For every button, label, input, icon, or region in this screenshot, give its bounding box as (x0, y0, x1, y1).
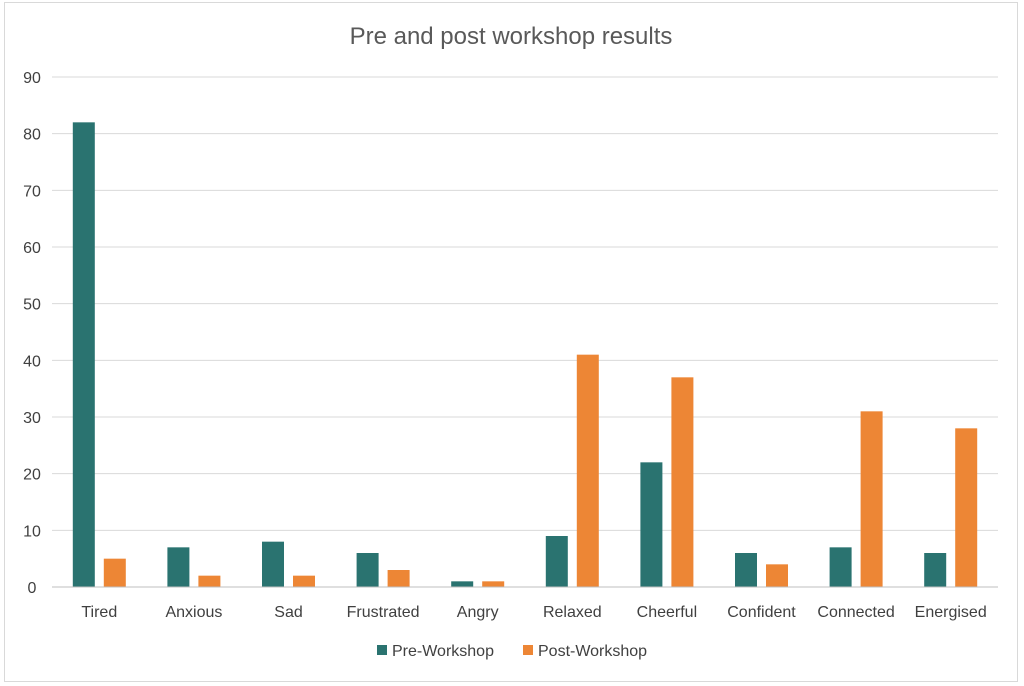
bar-post-confident (766, 564, 788, 587)
bar-pre-cheerful (640, 462, 663, 587)
x-tick-label: Confident (727, 604, 796, 621)
bar-pre-anxious (167, 547, 190, 587)
legend: Pre-Workshop Post-Workshop (377, 643, 647, 660)
x-axis-ticks: Tired Anxious Sad Frustrated Angry Relaxed Che… (52, 586, 998, 621)
x-tick-label: Relaxed (543, 604, 602, 621)
bars (72, 122, 978, 587)
bar-post-frustrated (387, 570, 410, 587)
y-tick-label: 0 (28, 580, 37, 597)
chart-title: Pre and post workshop results (350, 23, 673, 50)
bar-pre-tired (72, 122, 95, 587)
legend-swatch (523, 645, 533, 655)
x-tick-label: Tired (81, 604, 117, 621)
bar-post-sad (293, 575, 315, 587)
bar-pre-energised (924, 553, 947, 587)
y-tick-label: 30 (23, 410, 41, 427)
bar-post-cheerful (671, 377, 694, 587)
y-tick-label: 60 (23, 240, 41, 257)
bar-pre-angry (451, 581, 474, 587)
legend-label: Post-Workshop (538, 643, 647, 660)
gridlines (52, 76, 998, 588)
bar-post-angry (482, 581, 505, 587)
y-tick-label: 10 (23, 523, 41, 540)
bar-pre-connected (829, 547, 852, 587)
y-tick-label: 70 (23, 183, 41, 200)
y-tick-label: 50 (23, 297, 41, 314)
x-tick-label: Energised (915, 604, 987, 621)
y-tick-label: 90 (23, 70, 41, 87)
x-tick-label: Frustrated (347, 604, 420, 621)
bar-post-tired (103, 558, 126, 587)
legend-label: Pre-Workshop (392, 643, 494, 660)
bar-post-anxious (198, 575, 221, 587)
x-tick-label: Connected (817, 604, 894, 621)
x-tick-label: Cheerful (637, 604, 697, 621)
bar-pre-relaxed (545, 536, 568, 587)
x-tick-label: Sad (274, 604, 302, 621)
bar-pre-sad (262, 541, 284, 587)
y-axis-ticks: 0 10 20 30 40 50 60 70 80 90 (23, 70, 41, 597)
x-tick-label: Anxious (165, 604, 222, 621)
x-tick-label: Angry (457, 604, 499, 621)
y-tick-label: 40 (23, 353, 41, 370)
bar-pre-frustrated (356, 553, 379, 587)
y-tick-label: 20 (23, 467, 41, 484)
bar-post-connected (860, 411, 883, 587)
bar-pre-confident (735, 553, 757, 587)
bar-post-energised (955, 428, 978, 587)
y-tick-label: 80 (23, 127, 41, 144)
bar-post-relaxed (576, 354, 599, 587)
legend-swatch (377, 645, 387, 655)
